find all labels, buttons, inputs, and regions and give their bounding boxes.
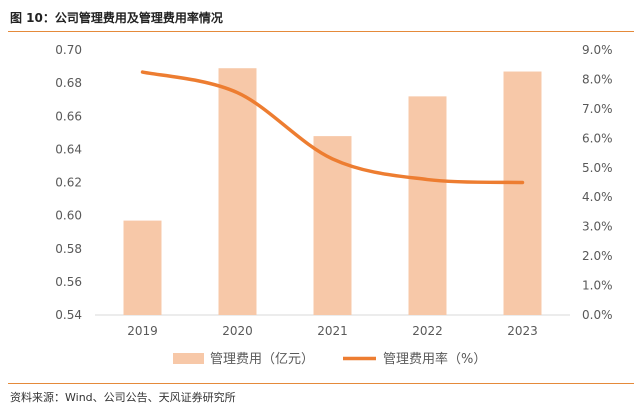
right-tick-label: 6.0%	[582, 131, 613, 145]
x-tick-label: 2022	[412, 324, 443, 338]
right-tick-label: 0.0%	[582, 308, 613, 322]
left-tick-label: 0.70	[55, 43, 82, 57]
right-tick-label: 9.0%	[582, 43, 613, 57]
title-rule	[8, 31, 634, 32]
right-axis-ticks: 0.0% 1.0% 2.0% 3.0% 4.0% 5.0% 6.0% 7.0% 8.0% 9.0%	[582, 43, 613, 322]
left-tick-label: 0.58	[55, 242, 82, 256]
x-tick-label: 2021	[317, 324, 348, 338]
right-tick-label: 3.0%	[582, 220, 613, 234]
right-tick-label: 8.0%	[582, 72, 613, 86]
right-tick-label: 4.0%	[582, 190, 613, 204]
legend-bar-label: 管理费用（亿元）	[210, 352, 314, 367]
bar	[503, 71, 542, 315]
x-axis-ticks: 2019 2020 2021 2022 2023	[127, 324, 538, 338]
source-rule	[8, 383, 634, 384]
right-tick-label: 7.0%	[582, 102, 613, 116]
left-tick-label: 0.64	[55, 142, 82, 156]
legend-line-label: 管理费用率（%）	[383, 351, 486, 367]
legend: 管理费用（亿元） 管理费用率（%）	[173, 351, 486, 367]
right-tick-label: 2.0%	[582, 249, 613, 263]
right-tick-label: 1.0%	[582, 279, 613, 293]
left-tick-label: 0.68	[55, 76, 82, 90]
left-tick-label: 0.66	[55, 109, 82, 123]
left-axis-ticks: 0.54 0.56 0.58 0.60 0.62 0.64 0.66 0.68 0.70	[55, 43, 82, 322]
right-tick-label: 5.0%	[582, 161, 613, 175]
x-tick-label: 2023	[507, 324, 538, 338]
bar	[408, 96, 447, 315]
bar	[123, 220, 162, 315]
line-series	[140, 70, 525, 185]
x-tick-label: 2019	[127, 324, 158, 338]
legend-bar-swatch	[173, 353, 204, 364]
left-tick-label: 0.62	[55, 176, 82, 190]
left-tick-label: 0.54	[55, 308, 82, 322]
figure-title: 图 10：公司管理费用及管理费用率情况	[10, 11, 223, 25]
left-tick-label: 0.56	[55, 275, 82, 289]
source-note: 资料来源：Wind、公司公告、天风证券研究所	[10, 391, 236, 404]
left-tick-label: 0.60	[55, 209, 82, 223]
bar-series	[123, 68, 542, 315]
bar	[218, 68, 257, 315]
x-tick-label: 2020	[222, 324, 253, 338]
